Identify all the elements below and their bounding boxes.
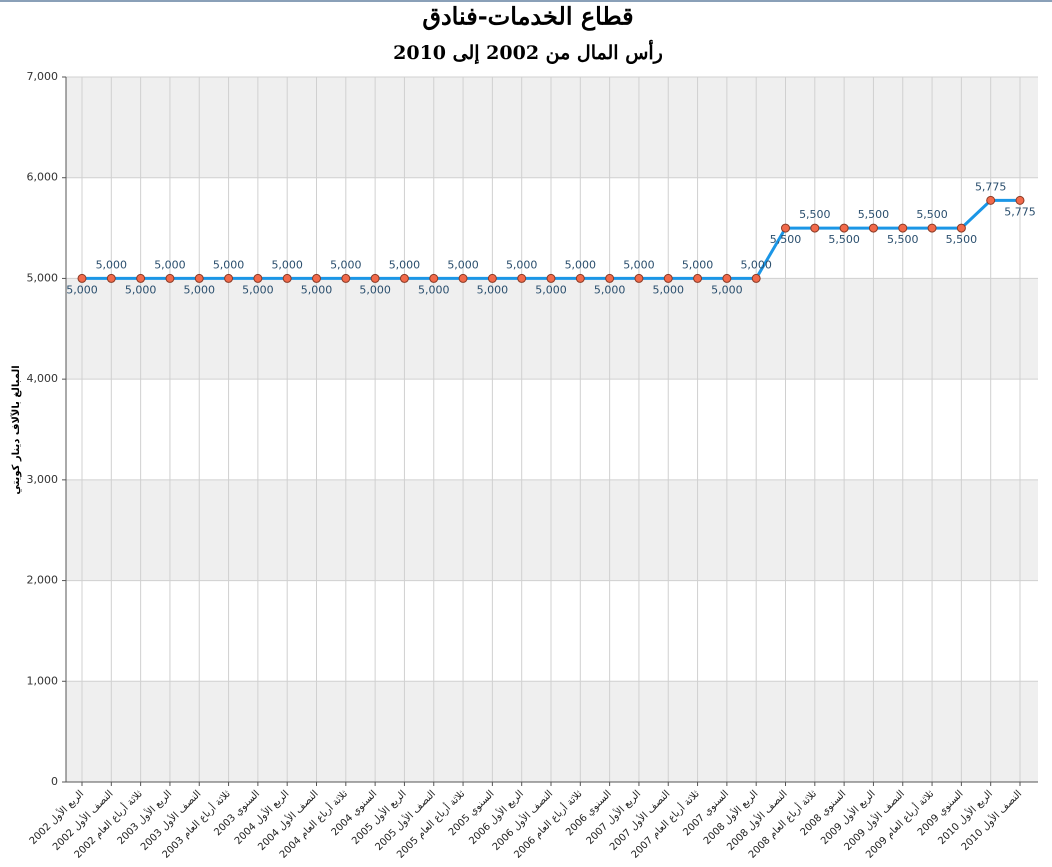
data-point — [663, 273, 673, 283]
data-point — [810, 223, 820, 233]
data-point — [77, 273, 87, 283]
data-point — [1015, 195, 1025, 205]
data-label: 5,000 — [740, 258, 772, 271]
data-label: 5,500 — [828, 233, 860, 246]
data-point — [722, 273, 732, 283]
y-tick-label: 3,000 — [27, 473, 59, 486]
data-point — [282, 273, 292, 283]
data-label: 5,000 — [506, 258, 538, 271]
data-point — [693, 273, 703, 283]
data-point — [956, 223, 966, 233]
data-point — [224, 273, 234, 283]
data-point — [194, 273, 204, 283]
data-point — [136, 273, 146, 283]
data-point — [165, 273, 175, 283]
data-label: 5,000 — [66, 283, 98, 296]
data-point — [487, 273, 497, 283]
data-label: 5,775 — [975, 180, 1007, 193]
data-label: 5,000 — [330, 258, 362, 271]
data-point — [517, 273, 527, 283]
data-label: 5,000 — [535, 283, 567, 296]
data-point — [898, 223, 908, 233]
data-point — [253, 273, 263, 283]
data-point — [312, 273, 321, 283]
data-point — [751, 273, 761, 283]
data-label: 5,000 — [359, 283, 391, 296]
data-label: 5,500 — [799, 208, 831, 221]
y-axis-title: المبالغ بالآلاف دينار كويتي — [10, 365, 22, 494]
data-point — [106, 273, 116, 283]
data-label: 5,000 — [711, 283, 743, 296]
chart-title: قطاع الخدمات-فنادق — [422, 2, 633, 32]
data-point — [399, 273, 409, 283]
data-point — [986, 195, 996, 205]
data-point — [634, 273, 644, 283]
data-label: 5,000 — [96, 258, 128, 271]
data-label: 5,000 — [184, 283, 216, 296]
y-tick-label: 5,000 — [27, 271, 59, 284]
grid-band — [66, 77, 1038, 178]
data-label: 5,000 — [154, 258, 186, 271]
grid-band — [66, 479, 1038, 581]
data-label: 5,000 — [125, 283, 157, 296]
data-label: 5,000 — [594, 283, 626, 296]
data-label: 5,500 — [770, 233, 802, 246]
data-label: 5,500 — [887, 233, 919, 246]
grid-band — [66, 681, 1038, 782]
data-point — [429, 273, 439, 283]
data-label: 5,000 — [213, 258, 245, 271]
y-tick-label: 6,000 — [27, 171, 59, 184]
data-point — [458, 273, 468, 283]
y-tick-label: 7,000 — [27, 70, 59, 83]
y-tick-label: 1,000 — [27, 674, 59, 687]
y-tick-label: 4,000 — [27, 372, 59, 385]
data-label: 5,775 — [1004, 205, 1036, 218]
data-label: 5,000 — [301, 283, 333, 296]
data-label: 5,000 — [418, 283, 450, 296]
data-label: 5,000 — [682, 258, 714, 271]
x-tick-label: الربع الأول 2002 — [26, 787, 86, 847]
data-label: 5,000 — [623, 258, 655, 271]
data-point — [927, 223, 937, 233]
data-label: 5,000 — [653, 283, 685, 296]
data-point — [575, 273, 585, 283]
chart-subtitle: رأس المال من 2002 إلى 2010 — [393, 39, 663, 65]
data-label: 5,500 — [916, 208, 948, 221]
data-label: 5,500 — [858, 208, 890, 221]
data-label: 5,000 — [389, 258, 421, 271]
data-point — [781, 223, 790, 233]
data-point — [605, 273, 615, 283]
grid-band — [66, 278, 1038, 380]
data-point — [546, 273, 556, 283]
data-label: 5,000 — [242, 283, 274, 296]
data-label: 5,000 — [271, 258, 303, 271]
data-point — [839, 223, 849, 233]
data-label: 5,000 — [477, 283, 509, 296]
y-tick-label: 0 — [51, 775, 58, 788]
data-label: 5,000 — [565, 258, 597, 271]
data-label: 5,000 — [447, 258, 479, 271]
y-tick-label: 2,000 — [27, 574, 59, 587]
data-point — [341, 273, 351, 283]
data-point — [370, 273, 380, 283]
data-point — [868, 223, 878, 233]
data-label: 5,500 — [946, 233, 978, 246]
